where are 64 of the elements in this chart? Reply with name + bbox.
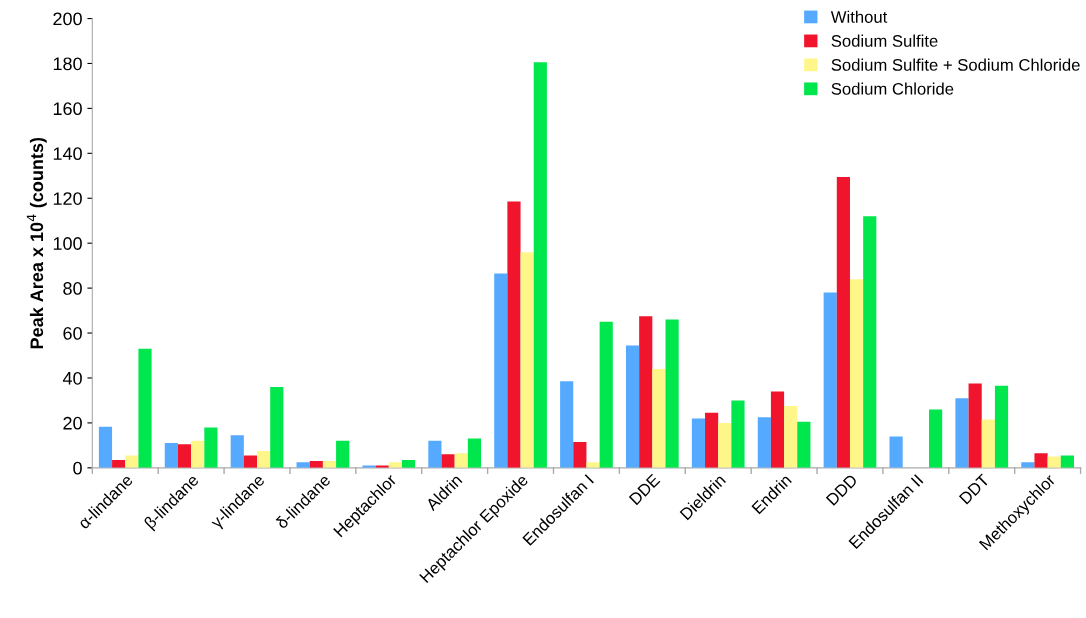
y-tick-label: 160 (53, 102, 82, 116)
bar (705, 412, 719, 468)
bar (177, 444, 192, 468)
legend-label: Sodium Chloride (831, 82, 954, 95)
y-tick-label: 80 (63, 282, 82, 295)
bar (889, 436, 903, 468)
bar (125, 455, 139, 468)
bar (98, 426, 113, 468)
bar (757, 417, 771, 468)
bar (1060, 455, 1074, 468)
bar (981, 419, 995, 468)
y-tick-label: 100 (53, 237, 82, 250)
y-tick-label: 60 (63, 326, 82, 340)
bar (257, 450, 271, 468)
bar (665, 319, 679, 468)
bar (849, 279, 864, 468)
bar (270, 386, 284, 468)
bar (520, 252, 534, 468)
bar (718, 422, 732, 468)
bar (731, 400, 745, 468)
legend-label: Sodium Sulfite + Sodium Chloride (831, 58, 1080, 71)
bar (454, 453, 468, 468)
bar (428, 440, 442, 468)
y-axis-title: Peak Area x 10$^{4}$ (counts) (26, 137, 47, 349)
bar (625, 345, 640, 468)
y-tick-label: 20 (63, 416, 82, 430)
bar (823, 292, 837, 468)
y-tick-label: 0 (73, 461, 82, 475)
bar (243, 455, 258, 468)
y-tick-label: 140 (53, 147, 82, 161)
bar (691, 418, 706, 468)
bar (863, 216, 877, 468)
bar (507, 201, 521, 468)
y-tick-label: 200 (53, 12, 82, 26)
bar (191, 440, 205, 468)
bar (797, 421, 811, 468)
bar (929, 409, 943, 468)
legend-label: Without (830, 10, 888, 23)
bar (586, 462, 600, 468)
bar (1034, 453, 1048, 468)
legend-label: Sodium Sulfite (831, 34, 938, 47)
bar (573, 441, 587, 468)
bar (533, 62, 547, 468)
bar (599, 321, 613, 468)
bar (560, 381, 574, 468)
bar (770, 391, 785, 468)
bar (784, 406, 798, 468)
bar (968, 383, 982, 468)
bar (836, 176, 850, 468)
bar (336, 440, 350, 468)
bar (639, 316, 653, 468)
bar (494, 273, 508, 468)
bar (164, 443, 178, 468)
bar (230, 435, 244, 468)
y-tick-label: 120 (53, 192, 82, 205)
bar (204, 427, 218, 468)
bar (652, 368, 666, 468)
bar (955, 398, 969, 468)
y-tick-label: 180 (53, 57, 82, 71)
bar (994, 385, 1009, 468)
y-tick-label: 40 (62, 371, 82, 385)
bar (467, 438, 482, 468)
bar (138, 348, 152, 468)
bar (441, 454, 455, 468)
